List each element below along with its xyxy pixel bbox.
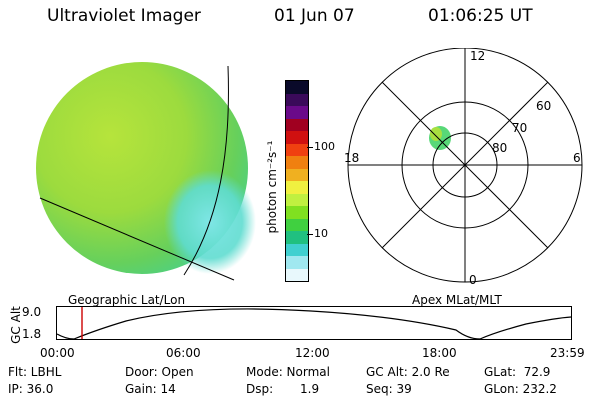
alt-tick-9: 9.0 — [22, 305, 42, 319]
lat-label-70: 70 — [512, 121, 527, 135]
time-tick-0600: 06:00 — [166, 346, 201, 360]
mlt-label-12: 12 — [470, 49, 485, 63]
filter-readout: Flt: LBHL — [8, 365, 62, 379]
mlt-label-6: 6 — [573, 151, 581, 165]
lat-label-80: 80 — [492, 141, 507, 155]
color-band — [286, 243, 308, 256]
time-tick-2359: 23:59 — [550, 346, 585, 360]
gc-alt-readout: GC Alt: 2.0 Re — [366, 365, 450, 379]
strip-frame — [56, 306, 572, 340]
color-band — [286, 268, 308, 281]
color-band — [286, 143, 308, 156]
lat-label-60: 60 — [536, 99, 551, 113]
color-scale-unit: photon cm⁻²s⁻¹ — [265, 140, 279, 234]
glon-readout: GLon: 232.2 — [484, 382, 557, 396]
color-band — [286, 93, 308, 106]
polar-plot: 12 18 6 0 60 70 80 — [344, 48, 583, 287]
color-band — [286, 231, 308, 244]
time-label: 01:06:25 UT — [428, 6, 533, 26]
instrument-title: Ultraviolet Imager — [47, 6, 201, 26]
color-band — [286, 131, 308, 144]
time-tick-0000: 00:00 — [40, 346, 75, 360]
color-band — [286, 193, 308, 206]
dsp-label: Dsp: — [246, 382, 274, 396]
polar-diagonal-2 — [381, 81, 549, 249]
gc-alt-axis-label: GC Alt — [9, 306, 23, 344]
alt-tick-1-8: 1.8 — [22, 327, 42, 341]
seq-readout: Seq: 39 — [366, 382, 412, 396]
date-label: 01 Jun 07 — [274, 6, 355, 26]
color-band — [286, 106, 308, 119]
geo-panel-label: Geographic Lat/Lon — [68, 293, 186, 307]
color-tick-label-100: 100 — [314, 140, 335, 153]
color-band — [286, 206, 308, 219]
color-band — [286, 181, 308, 194]
mlt-label-0: 0 — [469, 273, 477, 287]
color-tick-100 — [307, 147, 313, 148]
color-band — [286, 256, 308, 269]
longitude-line — [183, 65, 229, 276]
orbit-altitude-curve — [56, 308, 572, 340]
gain-readout: Gain: 14 — [125, 382, 176, 396]
color-tick-10 — [307, 234, 313, 235]
mode-readout: Mode: Normal — [246, 365, 330, 379]
color-scale-bands — [286, 81, 308, 281]
polar-panel-label: Apex MLat/MLT — [412, 293, 502, 307]
color-scale — [285, 80, 309, 282]
time-tick-1800: 18:00 — [422, 346, 457, 360]
geographic-image — [36, 62, 256, 281]
color-band — [286, 118, 308, 131]
dsp-value: 1.9 — [300, 382, 320, 396]
time-tick-1200: 12:00 — [295, 346, 330, 360]
color-tick-label-10: 10 — [314, 227, 328, 240]
aurora-blob-core — [430, 127, 442, 141]
color-band — [286, 218, 308, 231]
color-band — [286, 81, 308, 94]
color-band — [286, 156, 308, 169]
altitude-strip-plot — [56, 306, 572, 340]
mlt-label-18: 18 — [344, 151, 359, 165]
ip-readout: IP: 36.0 — [8, 382, 54, 396]
latitude-line — [39, 197, 235, 281]
glat-readout: GLat: 72.9 — [484, 365, 551, 379]
door-readout: Door: Open — [125, 365, 194, 379]
color-band — [286, 168, 308, 181]
